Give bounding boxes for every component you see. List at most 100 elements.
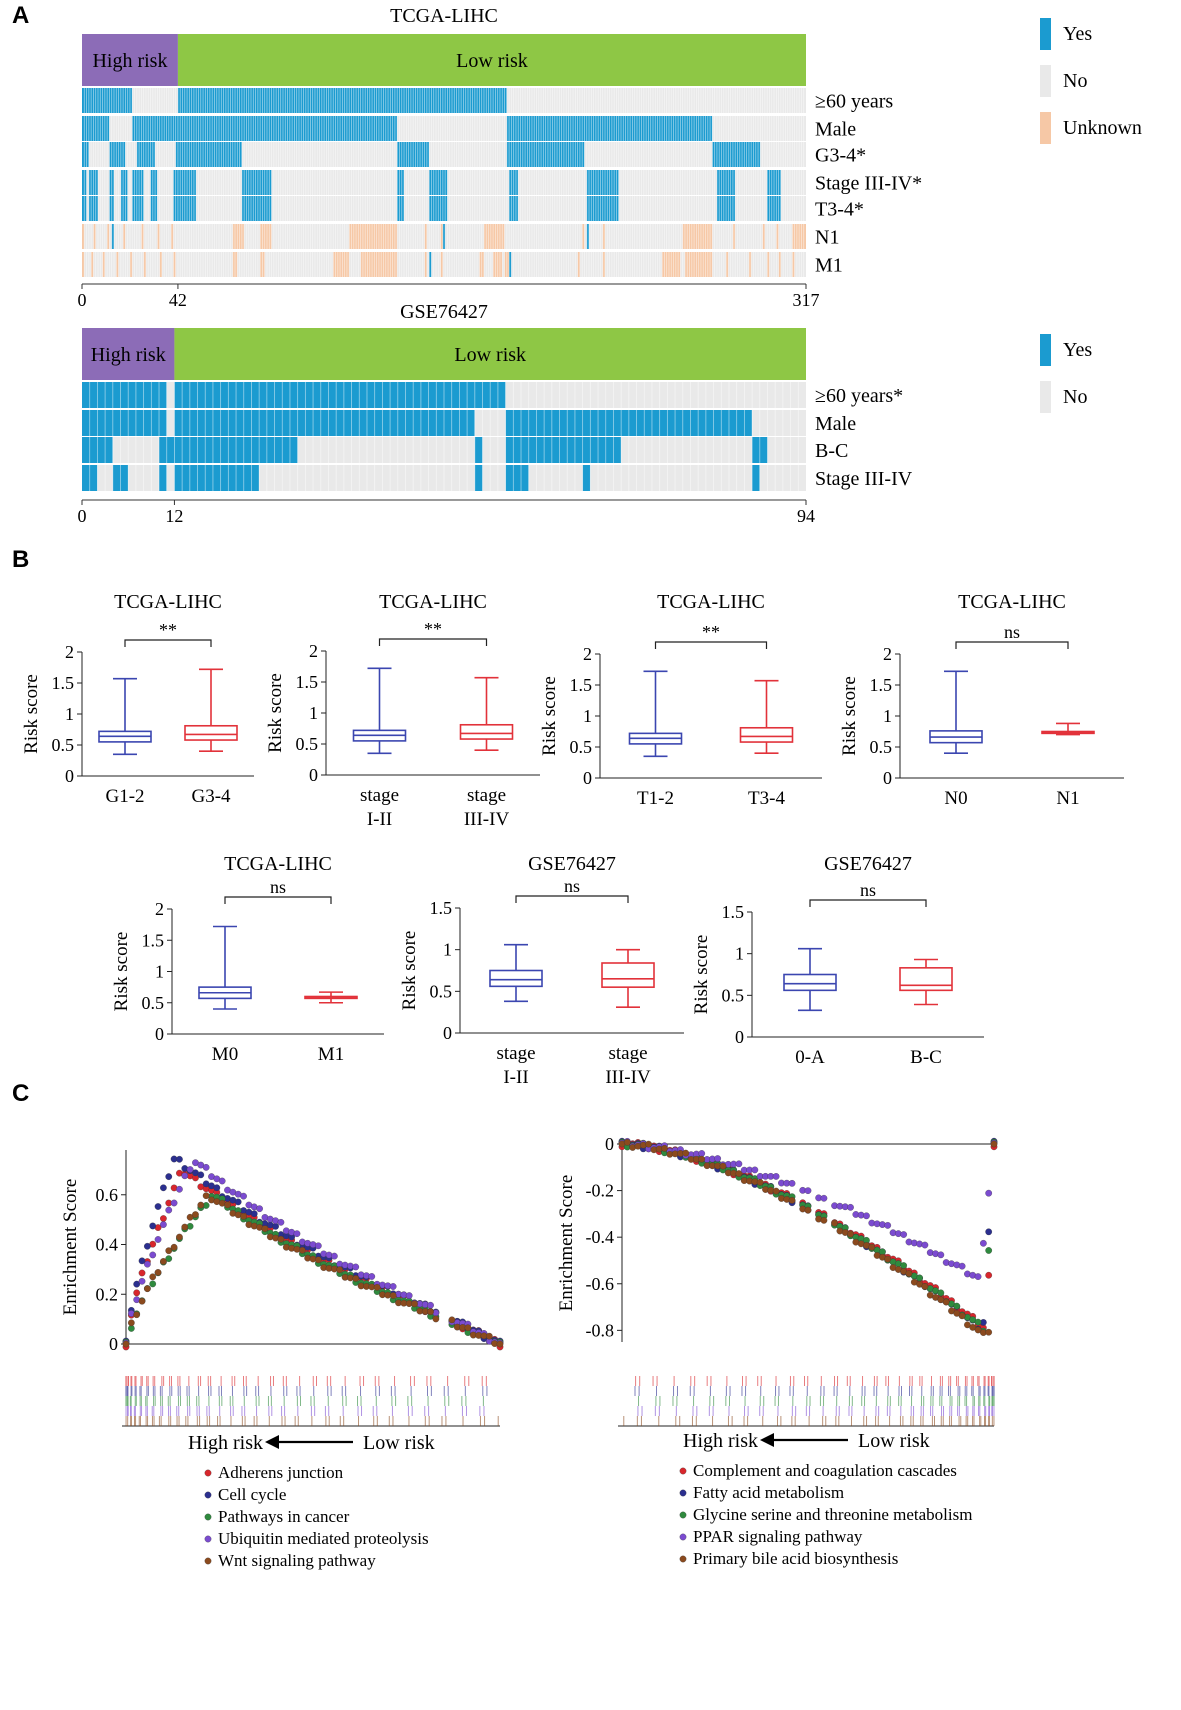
high-risk-label: High risk <box>91 344 166 366</box>
boxplot: TCGA-LIHC 0 0.5 1 1.5 2 Risk score G1-2 G3-4 ** <box>21 591 254 807</box>
gsea-point <box>389 1283 397 1290</box>
heatmap-cell <box>157 196 174 221</box>
gsea-point <box>176 1185 183 1193</box>
heatmap-cell <box>93 224 96 249</box>
boxplot-y-tick-label: 0 <box>735 1027 744 1047</box>
gsea-point <box>485 1332 493 1340</box>
heatmap-cell <box>271 170 398 195</box>
gsea-point <box>974 1326 982 1334</box>
boxplot-y-tick-label: 0 <box>65 766 74 786</box>
gsea-point <box>293 1230 301 1238</box>
boxplot-title: TCGA-LIHC <box>114 591 222 613</box>
boxplot-y-tick-label: 2 <box>155 899 164 919</box>
heatmap-row-label: Male <box>815 119 856 141</box>
boxplot-x-label: stage <box>608 1043 647 1064</box>
gsea-point <box>985 1189 993 1197</box>
boxplot-y-tick-label: 2 <box>583 644 592 664</box>
gsea-point <box>240 1212 247 1220</box>
gsea-point <box>138 1297 146 1305</box>
heatmap-cell <box>590 465 753 491</box>
heatmap-cell <box>440 224 443 249</box>
gsea-point <box>985 1247 993 1254</box>
heatmap-cell <box>125 142 137 167</box>
legend-label: Primary bile acid biosynthesis <box>693 1549 898 1568</box>
legend-swatch-no <box>1040 65 1051 97</box>
boxplot: TCGA-LIHC 0 0.5 1 1.5 2 Risk score T1-2 T3-4 ** <box>539 591 822 809</box>
gsea-point <box>165 1247 173 1255</box>
boxplot-title: GSE76427 <box>528 853 616 875</box>
heatmap-axis-tick-label: 12 <box>165 506 183 526</box>
heatmap-row <box>82 88 806 113</box>
heatmap-cell <box>129 252 133 277</box>
heatmap-cell <box>111 224 114 249</box>
boxplot-y-tick-label: 0.5 <box>722 985 745 1005</box>
boxplot-y-tick-label: 0.5 <box>570 737 593 757</box>
heatmap-cell <box>174 410 475 436</box>
legend-dot <box>204 1557 212 1565</box>
gsea-point <box>980 1239 987 1247</box>
gsea-point <box>937 1289 945 1297</box>
box-iqr <box>783 973 837 992</box>
heatmap-row-label: B-C <box>815 440 848 462</box>
gsea-point <box>411 1300 418 1308</box>
heatmap-cell <box>767 252 770 277</box>
heatmap-cell <box>116 252 119 277</box>
gsea-point <box>165 1255 173 1263</box>
heatmap-cell <box>132 196 144 221</box>
heatmap-cell <box>297 437 475 463</box>
boxplot-y-tick-label: 0.5 <box>296 734 319 754</box>
gsea-point <box>133 1280 141 1288</box>
heatmap-cell <box>505 437 622 463</box>
gsea-point <box>921 1241 929 1249</box>
boxplot: TCGA-LIHC 0 0.5 1 1.5 2 Risk score stage I-II sta… <box>265 591 540 830</box>
gsea-point <box>160 1258 167 1265</box>
heatmap-cell <box>159 252 162 277</box>
boxplot-y-tick-label: 1 <box>583 706 592 726</box>
heatmap-cell <box>780 170 806 195</box>
gsea-point <box>277 1235 285 1243</box>
legend-swatch-yes <box>1040 334 1051 366</box>
heatmap-cell <box>349 224 398 249</box>
heatmap-cell <box>602 224 606 249</box>
gsea-point <box>831 1219 838 1227</box>
heatmap-row-label: Male <box>815 413 856 435</box>
gsea-point <box>197 1201 205 1209</box>
significance-bracket <box>515 895 629 903</box>
heatmap-axis-tick-label: 94 <box>797 506 815 526</box>
gsea-point <box>352 1263 360 1271</box>
gsea-y-tick-label: -0.2 <box>586 1181 615 1201</box>
heatmap-cell <box>577 252 580 277</box>
heatmap-row <box>82 437 806 463</box>
gsea-point <box>884 1255 892 1263</box>
heatmap-cell <box>778 252 781 277</box>
heatmap-cell <box>157 170 174 195</box>
boxplot-x-label: B-C <box>910 1047 942 1068</box>
heatmap-cell <box>505 382 806 408</box>
boxplot-x-label: stage <box>360 785 399 806</box>
gsea-y-tick-label: -0.4 <box>586 1227 615 1247</box>
heatmap-cell <box>586 224 590 249</box>
boxplot-x-label: G1-2 <box>105 786 144 807</box>
significance-label: ** <box>159 620 177 640</box>
heatmap-row <box>82 252 806 277</box>
boxplot-y-tick-label: 1.5 <box>870 675 893 695</box>
heatmap-cell <box>143 170 151 195</box>
heatmap-cell <box>712 142 761 167</box>
boxplot-y-tick-label: 1 <box>883 706 892 726</box>
boxplot-y-tick-label: 1 <box>65 704 74 724</box>
gsea-point <box>958 1262 966 1270</box>
boxplot: TCGA-LIHC 0 0.5 1 1.5 2 Risk score M0 M1 ns <box>111 853 384 1065</box>
heatmap-row <box>82 116 806 141</box>
boxplot-x-label: III-IV <box>605 1067 651 1088</box>
legend-label-unknown: Unknown <box>1063 117 1142 139</box>
gsea-y-label: Enrichment Score <box>60 1179 81 1316</box>
heatmap-row-label: ≥60 years <box>815 91 893 113</box>
gsea-point <box>921 1283 929 1290</box>
heatmap-cell <box>442 224 446 249</box>
gsea-point <box>714 1155 722 1162</box>
heatmap-cell <box>143 252 146 277</box>
heatmap-cell <box>155 142 176 167</box>
heatmap-cell <box>582 465 591 491</box>
gsea-point <box>165 1173 173 1180</box>
gsea-point <box>218 1177 226 1185</box>
